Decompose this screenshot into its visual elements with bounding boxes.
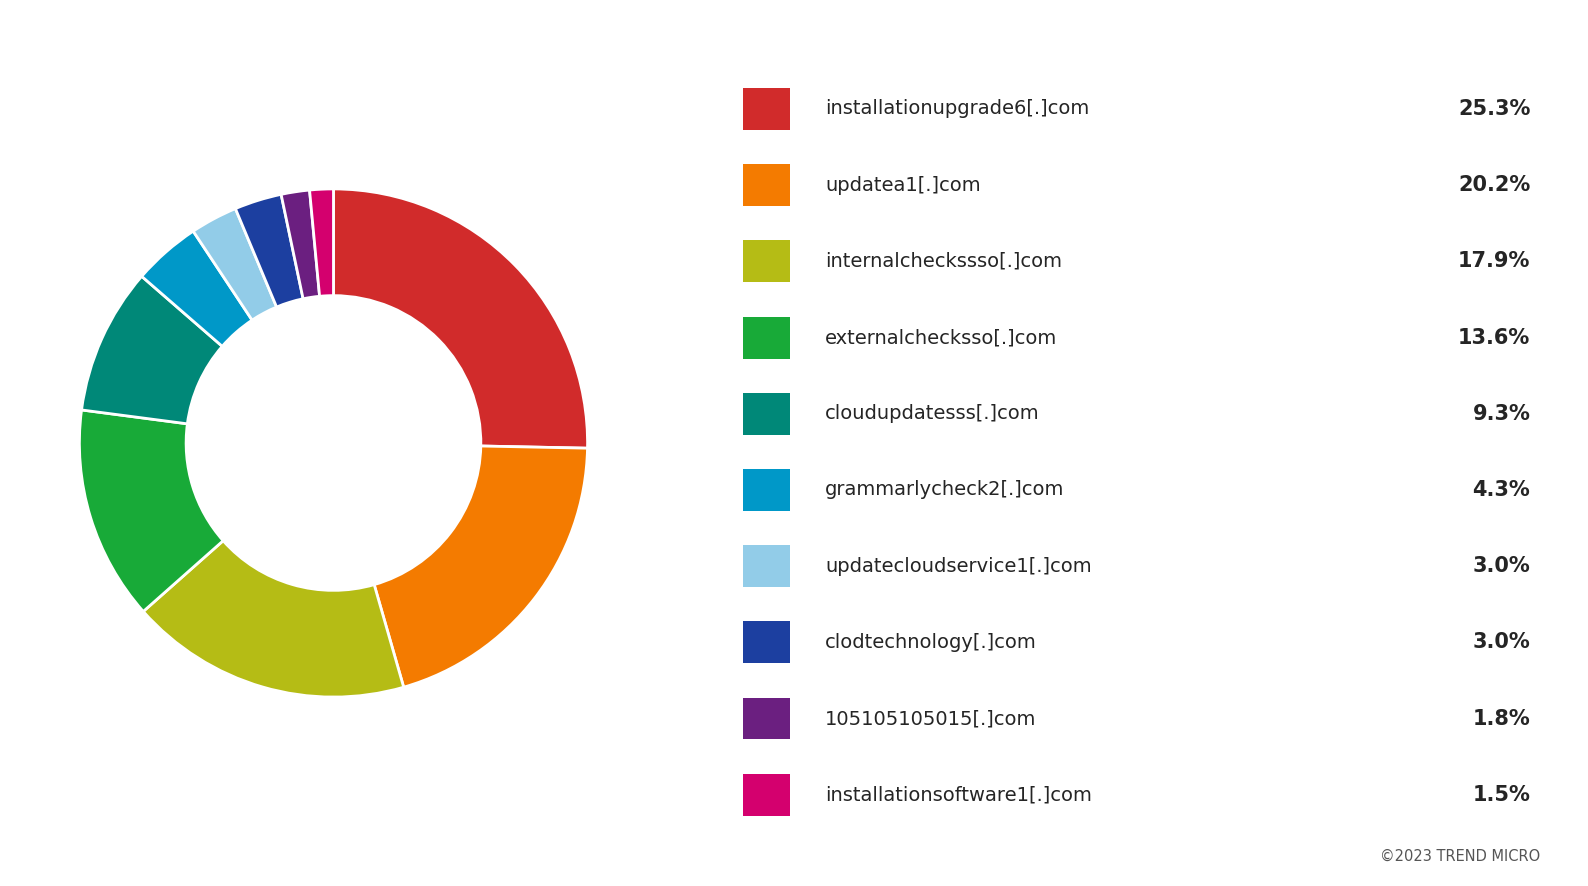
Text: cloudupdatesss[.]com: cloudupdatesss[.]com — [824, 404, 1040, 424]
Text: ©2023 TREND MICRO: ©2023 TREND MICRO — [1380, 849, 1540, 864]
Wedge shape — [310, 189, 333, 296]
Text: grammarlycheck2[.]com: grammarlycheck2[.]com — [824, 480, 1064, 500]
Text: internalcheckssso[.]com: internalcheckssso[.]com — [824, 252, 1062, 271]
Wedge shape — [143, 540, 403, 697]
Wedge shape — [281, 190, 319, 299]
Text: 17.9%: 17.9% — [1458, 252, 1531, 271]
Wedge shape — [194, 208, 276, 320]
FancyBboxPatch shape — [743, 469, 791, 511]
Text: 4.3%: 4.3% — [1472, 480, 1531, 500]
Text: 3.0%: 3.0% — [1472, 556, 1531, 576]
FancyBboxPatch shape — [743, 240, 791, 283]
FancyBboxPatch shape — [743, 773, 791, 816]
Wedge shape — [141, 231, 252, 346]
FancyBboxPatch shape — [743, 621, 791, 664]
FancyBboxPatch shape — [743, 316, 791, 359]
Text: 25.3%: 25.3% — [1458, 99, 1531, 119]
Text: 13.6%: 13.6% — [1458, 328, 1531, 347]
Text: updatecloudservice1[.]com: updatecloudservice1[.]com — [824, 556, 1091, 576]
Text: updatea1[.]com: updatea1[.]com — [824, 175, 980, 195]
Text: 20.2%: 20.2% — [1458, 175, 1531, 195]
Text: 9.3%: 9.3% — [1472, 404, 1531, 424]
Wedge shape — [81, 276, 222, 424]
Text: 1.8%: 1.8% — [1472, 709, 1531, 728]
FancyBboxPatch shape — [743, 88, 791, 130]
FancyBboxPatch shape — [743, 392, 791, 435]
FancyBboxPatch shape — [743, 545, 791, 587]
Text: 3.0%: 3.0% — [1472, 633, 1531, 652]
Text: clodtechnology[.]com: clodtechnology[.]com — [824, 633, 1037, 652]
Wedge shape — [235, 194, 303, 307]
Text: 1.5%: 1.5% — [1472, 785, 1531, 804]
Text: installationupgrade6[.]com: installationupgrade6[.]com — [824, 99, 1089, 119]
Text: 105105105015[.]com: 105105105015[.]com — [824, 709, 1037, 728]
Text: externalchecksso[.]com: externalchecksso[.]com — [824, 328, 1058, 347]
FancyBboxPatch shape — [743, 164, 791, 206]
Wedge shape — [333, 189, 588, 448]
Text: installationsoftware1[.]com: installationsoftware1[.]com — [824, 785, 1093, 804]
Wedge shape — [375, 446, 588, 688]
FancyBboxPatch shape — [743, 697, 791, 740]
Wedge shape — [79, 410, 224, 611]
